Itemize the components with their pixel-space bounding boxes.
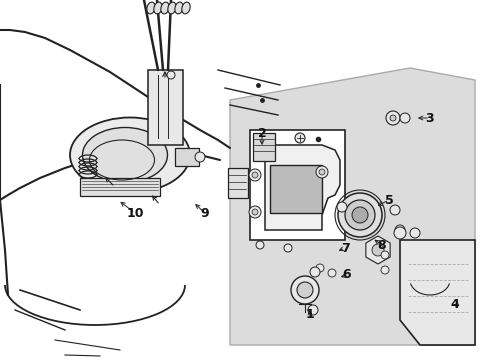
Circle shape [389, 205, 399, 215]
Circle shape [399, 113, 409, 123]
Text: 6: 6 [342, 269, 350, 282]
Polygon shape [229, 68, 474, 345]
Circle shape [393, 227, 405, 239]
Text: 5: 5 [384, 194, 392, 207]
Bar [227, 168, 247, 198]
Text: 2: 2 [257, 126, 266, 140]
Polygon shape [399, 240, 474, 345]
Circle shape [307, 305, 317, 315]
Text: 10: 10 [126, 207, 143, 220]
Circle shape [351, 207, 367, 223]
Ellipse shape [146, 2, 155, 14]
Circle shape [336, 202, 346, 212]
FancyBboxPatch shape [249, 130, 345, 240]
Circle shape [327, 269, 335, 277]
Ellipse shape [82, 127, 167, 183]
Circle shape [380, 251, 388, 259]
Circle shape [394, 225, 404, 235]
Circle shape [337, 193, 381, 237]
Text: 1: 1 [305, 309, 314, 321]
Circle shape [385, 111, 399, 125]
Circle shape [345, 200, 374, 230]
Text: 3: 3 [425, 112, 433, 125]
Circle shape [409, 228, 419, 238]
Circle shape [167, 71, 175, 79]
Circle shape [284, 244, 291, 252]
Circle shape [371, 244, 383, 256]
Circle shape [294, 133, 305, 143]
Polygon shape [264, 145, 339, 230]
Bar [175, 148, 199, 166]
Bar [80, 178, 160, 196]
Circle shape [309, 267, 319, 277]
Bar [269, 165, 321, 213]
Circle shape [195, 152, 204, 162]
Ellipse shape [167, 2, 176, 14]
Ellipse shape [175, 2, 183, 14]
Text: 7: 7 [340, 242, 348, 255]
Ellipse shape [161, 2, 169, 14]
Circle shape [290, 276, 318, 304]
Circle shape [296, 282, 312, 298]
Text: 8: 8 [377, 239, 386, 252]
Bar [252, 133, 274, 161]
Text: 9: 9 [200, 207, 209, 220]
Ellipse shape [182, 2, 190, 14]
Circle shape [248, 169, 261, 181]
Bar [148, 70, 183, 145]
Text: 4: 4 [450, 298, 458, 311]
Ellipse shape [70, 117, 190, 193]
Circle shape [248, 206, 261, 218]
Circle shape [256, 241, 264, 249]
Circle shape [380, 266, 388, 274]
Circle shape [318, 169, 325, 175]
Ellipse shape [154, 2, 162, 14]
Circle shape [251, 172, 258, 178]
Circle shape [315, 166, 327, 178]
Polygon shape [365, 236, 389, 264]
Circle shape [315, 264, 324, 272]
Circle shape [251, 209, 258, 215]
Circle shape [389, 115, 395, 121]
